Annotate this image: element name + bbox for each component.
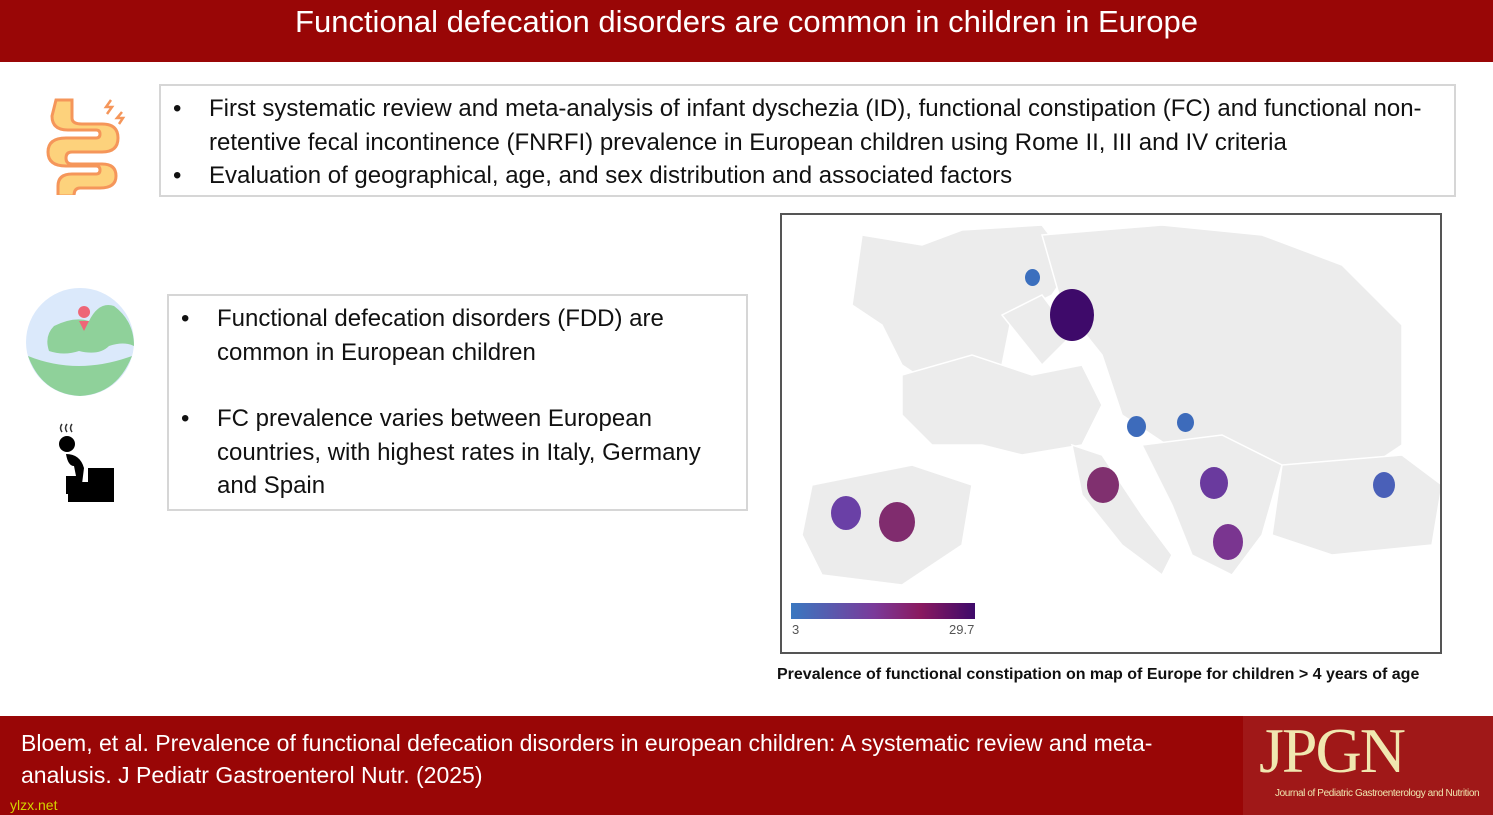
- watermark: ylzx.net: [10, 797, 58, 813]
- marker-germany: [1050, 289, 1094, 341]
- bullet-item: First systematic review and meta-analysi…: [163, 92, 1454, 159]
- marker-north-macedonia: [1200, 467, 1228, 499]
- title-banner: Functional defecation disorders are comm…: [0, 0, 1493, 62]
- marker-portugal: [831, 496, 861, 530]
- logo-text: JPGN: [1259, 715, 1406, 786]
- europe-landmass: [801, 224, 1440, 586]
- marker-italy: [1087, 467, 1119, 503]
- jpgn-logo: JPGN Journal of Pediatric Gastroenterolo…: [1243, 716, 1493, 815]
- bullet-item: FC prevalence varies between European co…: [171, 402, 746, 503]
- intestine-icon: [46, 98, 126, 195]
- marker-netherlands: [1025, 269, 1040, 286]
- bullet-item: Functional defecation disorders (FDD) ar…: [171, 302, 746, 369]
- logo-subtitle: Journal of Pediatric Gastroenterology an…: [1275, 788, 1480, 799]
- findings-box: Functional defecation disorders (FDD) ar…: [167, 294, 748, 511]
- bullet-item: Evaluation of geographical, age, and sex…: [163, 159, 1454, 193]
- europe-prevalence-map: 3 29.7: [780, 213, 1442, 654]
- marker-spain: [879, 502, 915, 542]
- marker-serbia: [1177, 413, 1194, 432]
- map-caption: Prevalence of functional constipation on…: [777, 666, 1420, 683]
- study-overview-box: First systematic review and meta-analysi…: [159, 84, 1456, 197]
- colorbar: [791, 603, 975, 619]
- marker-greece: [1213, 524, 1243, 560]
- colorbar-min-label: 3: [792, 622, 800, 637]
- marker-croatia: [1127, 416, 1146, 437]
- marker-turkey: [1373, 472, 1395, 498]
- citation: Bloem, et al. Prevalence of functional d…: [21, 730, 1153, 788]
- colorbar-max-label: 29.7: [949, 622, 975, 637]
- toilet-person-icon: [59, 423, 114, 502]
- page-title: Functional defecation disorders are comm…: [295, 4, 1198, 39]
- europe-globe-icon: [26, 288, 134, 396]
